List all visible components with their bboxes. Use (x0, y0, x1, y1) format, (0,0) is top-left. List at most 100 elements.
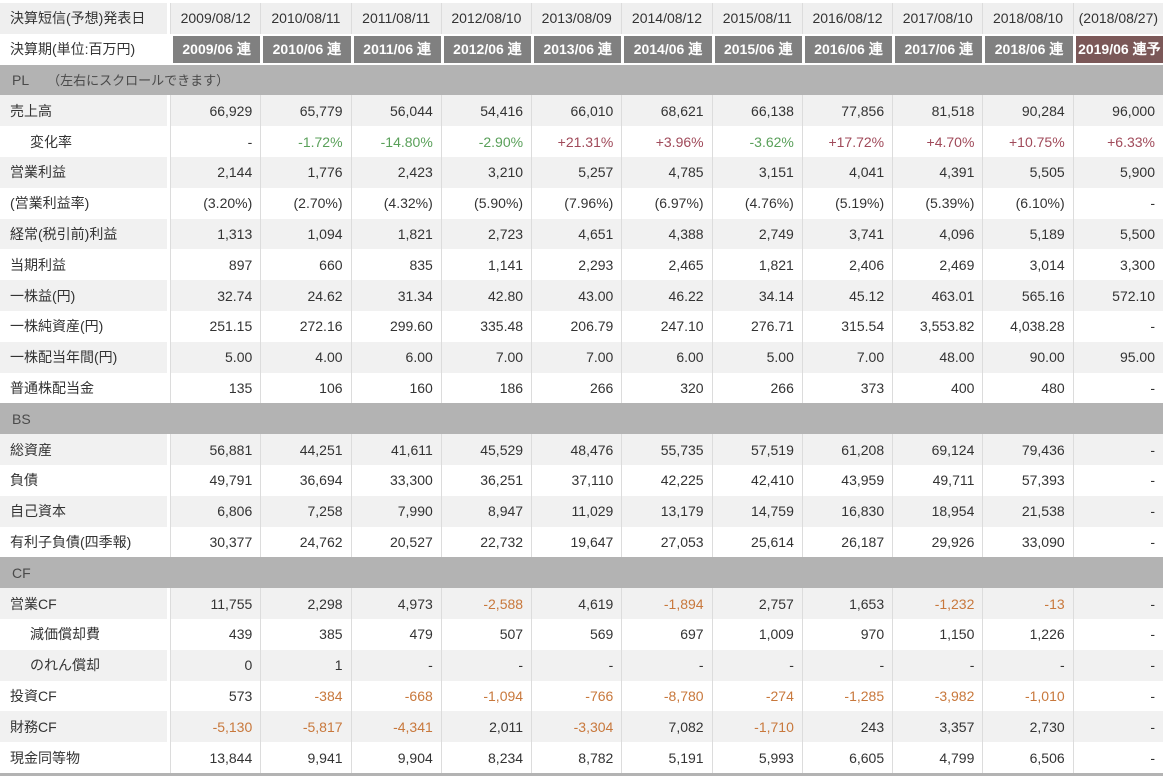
table-row: 一株配当年間(円) 5.00 4.00 6.00 7.00 7.00 6.00 5.00 7.0… (0, 341, 1163, 373)
table-cell: -4,341 (350, 711, 441, 743)
table-cell: 24,762 (260, 526, 351, 558)
table-cell: 106 (260, 372, 351, 404)
table-cell: - (711, 649, 802, 681)
table-cell: 36,251 (440, 464, 532, 496)
table-cell: 46.22 (621, 280, 712, 311)
table-row: 経常(税引前)利益 1,313 1,094 1,821 2,723 4,651 4,388 2… (0, 218, 1163, 250)
table-cell: +17.72% (801, 126, 893, 157)
row-label: 負債 (0, 464, 170, 496)
row-label: 財務CF (0, 711, 170, 743)
table-cell: 32.74 (170, 280, 261, 311)
table-cell: 7.00 (801, 341, 893, 373)
table-cell: -2.90% (440, 126, 532, 157)
table-cell: 4,391 (892, 156, 983, 188)
table-cell: 26,187 (801, 526, 893, 558)
table-cell: 697 (621, 618, 712, 650)
period-header-cell: 2013/06 連 (531, 33, 622, 65)
table-cell: (6.97%) (621, 187, 712, 219)
table-cell: 5,191 (621, 742, 712, 773)
table-cell: 66,929 (170, 95, 261, 127)
table-cell: 0 (170, 649, 261, 681)
section-scroll-note: （左右にスクロールできます） (47, 73, 230, 89)
period-header-cell-forecast: 2019/06 連予 (1072, 33, 1163, 65)
table-row: 一株純資産(円) 251.15 272.16 299.60 335.48 206.79 24… (0, 310, 1163, 342)
table-cell: 68,621 (621, 95, 712, 127)
table-cell: 4,799 (892, 742, 983, 773)
table-cell: 373 (801, 372, 893, 404)
table-cell: 2,730 (982, 711, 1073, 743)
table-cell: 27,053 (621, 526, 712, 558)
table-cell: - (170, 126, 261, 157)
table-row: 当期利益 897 660 835 1,141 2,293 2,465 1,821 2,406 2,… (0, 249, 1163, 281)
table-cell: 5,505 (982, 156, 1073, 188)
table-cell: - (1072, 434, 1163, 465)
table-cell: +10.75% (982, 126, 1073, 157)
row-label: 当期利益 (0, 249, 170, 281)
table-cell: 1,009 (711, 618, 802, 650)
announcement-date-cell: 2010/08/11 (260, 3, 351, 34)
table-cell: - (1072, 711, 1163, 743)
financial-statements-table: 決算短信(予想)発表日 2009/08/12 2010/08/11 2011/08/1… (0, 3, 1163, 773)
row-label: のれん償却 (0, 649, 170, 681)
table-cell: -3,982 (892, 680, 983, 712)
table-cell: - (621, 649, 712, 681)
table-cell: 160 (350, 372, 441, 404)
table-row: 売上高 66,929 65,779 56,044 54,416 66,010 68,621 6… (0, 95, 1163, 127)
table-cell: 69,124 (892, 434, 983, 465)
table-cell: 6.00 (621, 341, 712, 373)
table-cell: 4.00 (260, 341, 351, 373)
table-cell: - (1072, 464, 1163, 496)
table-cell: 2,298 (260, 588, 351, 619)
table-cell: (3.20%) (170, 187, 261, 219)
table-cell: 2,423 (350, 156, 441, 188)
table-cell: 463.01 (892, 280, 983, 311)
announcement-date-cell: 2011/08/11 (350, 3, 441, 34)
table-cell: - (1072, 187, 1163, 219)
table-cell: 42,225 (621, 464, 712, 496)
row-label: 減価償却費 (0, 618, 170, 650)
table-cell: - (1072, 649, 1163, 681)
table-cell: 7,082 (621, 711, 712, 743)
row-label: 経常(税引前)利益 (0, 218, 170, 250)
announcement-date-row: 決算短信(予想)発表日 2009/08/12 2010/08/11 2011/08/1… (0, 3, 1163, 34)
table-cell: 3,151 (711, 156, 802, 188)
period-header-cell: 2012/06 連 (440, 33, 532, 65)
table-cell: 36,694 (260, 464, 351, 496)
table-cell: 11,755 (170, 588, 261, 619)
table-cell: (6.10%) (982, 187, 1073, 219)
row-label: 営業利益 (0, 156, 170, 188)
table-cell: - (1072, 526, 1163, 558)
table-cell: 6.00 (350, 341, 441, 373)
row-label: (営業利益率) (0, 187, 170, 219)
table-cell: -384 (260, 680, 351, 712)
table-cell: 315.54 (801, 310, 893, 342)
table-row: (営業利益率) (3.20%) (2.70%) (4.32%) (5.90%) (7.96… (0, 187, 1163, 219)
table-cell: (5.90%) (440, 187, 532, 219)
table-cell: 1,821 (711, 249, 802, 281)
table-cell: 1,776 (260, 156, 351, 188)
table-cell: -1,285 (801, 680, 893, 712)
period-header-cell: 2011/06 連 (350, 33, 441, 65)
announcement-date-cell: 2013/08/09 (531, 3, 622, 34)
table-cell: 4,038.28 (982, 310, 1073, 342)
section-header-pl: PL （左右にスクロールできます） (0, 64, 1163, 96)
table-cell: 5.00 (711, 341, 802, 373)
table-cell: -1.72% (260, 126, 351, 157)
row-label: 総資産 (0, 434, 170, 465)
table-cell: -3.62% (711, 126, 802, 157)
table-cell: 57,393 (982, 464, 1073, 496)
table-cell: (5.19%) (801, 187, 893, 219)
table-cell: -14.80% (350, 126, 441, 157)
table-cell: - (1072, 588, 1163, 619)
table-cell: 3,210 (440, 156, 532, 188)
table-cell: 18,954 (892, 495, 983, 527)
table-cell: 31.34 (350, 280, 441, 311)
table-cell: 569 (531, 618, 622, 650)
announcement-date-cell: 2009/08/12 (170, 3, 261, 34)
table-cell: 66,138 (711, 95, 802, 127)
table-cell: 266 (711, 372, 802, 404)
table-cell: 55,735 (621, 434, 712, 465)
table-cell: 4,041 (801, 156, 893, 188)
section-header-row-cf: CF (0, 557, 1163, 589)
period-header-cell: 2009/06 連 (170, 33, 261, 65)
